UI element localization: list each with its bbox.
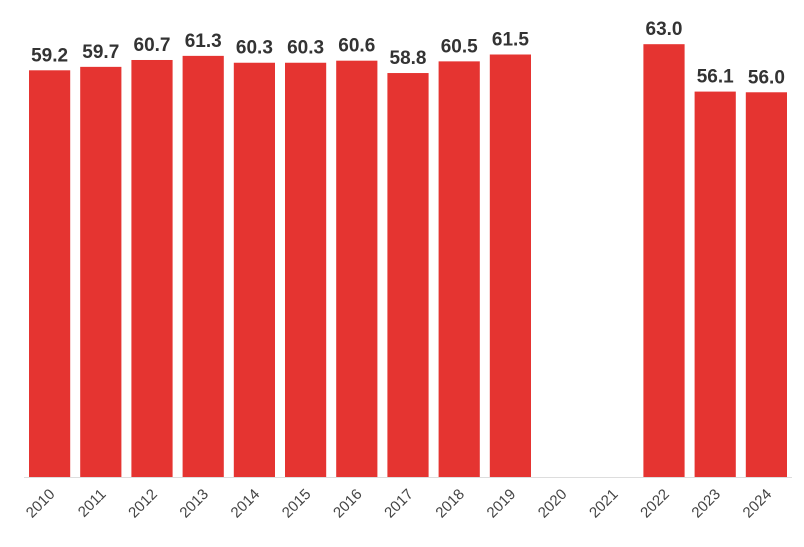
x-tick-label-2022: 2022 (637, 486, 673, 522)
bar-2012 (131, 59, 173, 478)
value-label-2017: 58.8 (390, 48, 427, 69)
bar-2013 (182, 55, 224, 478)
x-tick-label-2016: 2016 (330, 486, 366, 522)
value-label-2010: 59.2 (31, 45, 68, 66)
x-tick-label-2021: 2021 (586, 486, 622, 522)
bars-group (29, 44, 787, 478)
value-label-2024: 56.0 (748, 67, 785, 88)
x-tick-labels-group: 2010 2011 2012 2013 2014 2015 2016 2017 2018 2019… (23, 486, 775, 522)
bar-2019 (489, 54, 531, 477)
x-tick-label-2011: 2011 (75, 486, 110, 521)
value-labels-group: 59.2 59.7 60.7 61.3 60.3 60.3 60.6 58.8 60.5 61.5… (31, 19, 785, 88)
x-tick-label-2015: 2015 (279, 486, 315, 522)
value-label-2018: 60.5 (441, 36, 478, 57)
value-label-2014: 60.3 (236, 38, 273, 59)
bar-2018 (438, 61, 480, 478)
value-label-2015: 60.3 (287, 38, 324, 59)
x-tick-label-2010: 2010 (23, 486, 59, 522)
x-tick-label-2012: 2012 (125, 486, 161, 522)
bar-2024 (745, 92, 787, 477)
bar-2016 (336, 60, 378, 478)
x-tick-label-2019: 2019 (484, 486, 520, 522)
bar-2022 (643, 44, 685, 477)
bar-2015 (285, 62, 327, 478)
value-label-2011: 59.7 (82, 42, 119, 63)
value-label-2016: 60.6 (338, 36, 375, 57)
x-tick-label-2017: 2017 (381, 486, 417, 522)
value-label-2013: 61.3 (185, 31, 222, 52)
value-label-2012: 60.7 (134, 35, 171, 56)
x-tick-label-2013: 2013 (176, 486, 212, 522)
value-label-2022: 63.0 (646, 19, 683, 40)
bar-2023 (694, 91, 736, 477)
x-tick-label-2018: 2018 (432, 486, 468, 522)
x-tick-label-2020: 2020 (535, 486, 571, 522)
bar-2014 (233, 62, 275, 478)
bar-2011 (80, 66, 122, 478)
bar-2010 (29, 70, 71, 478)
x-tick-label-2024: 2024 (740, 486, 776, 522)
x-tick-label-2014: 2014 (228, 486, 264, 522)
value-label-2019: 61.5 (492, 30, 529, 51)
x-tick-label-2023: 2023 (688, 486, 724, 522)
value-label-2023: 56.1 (697, 67, 734, 88)
bar-2017 (387, 73, 429, 477)
